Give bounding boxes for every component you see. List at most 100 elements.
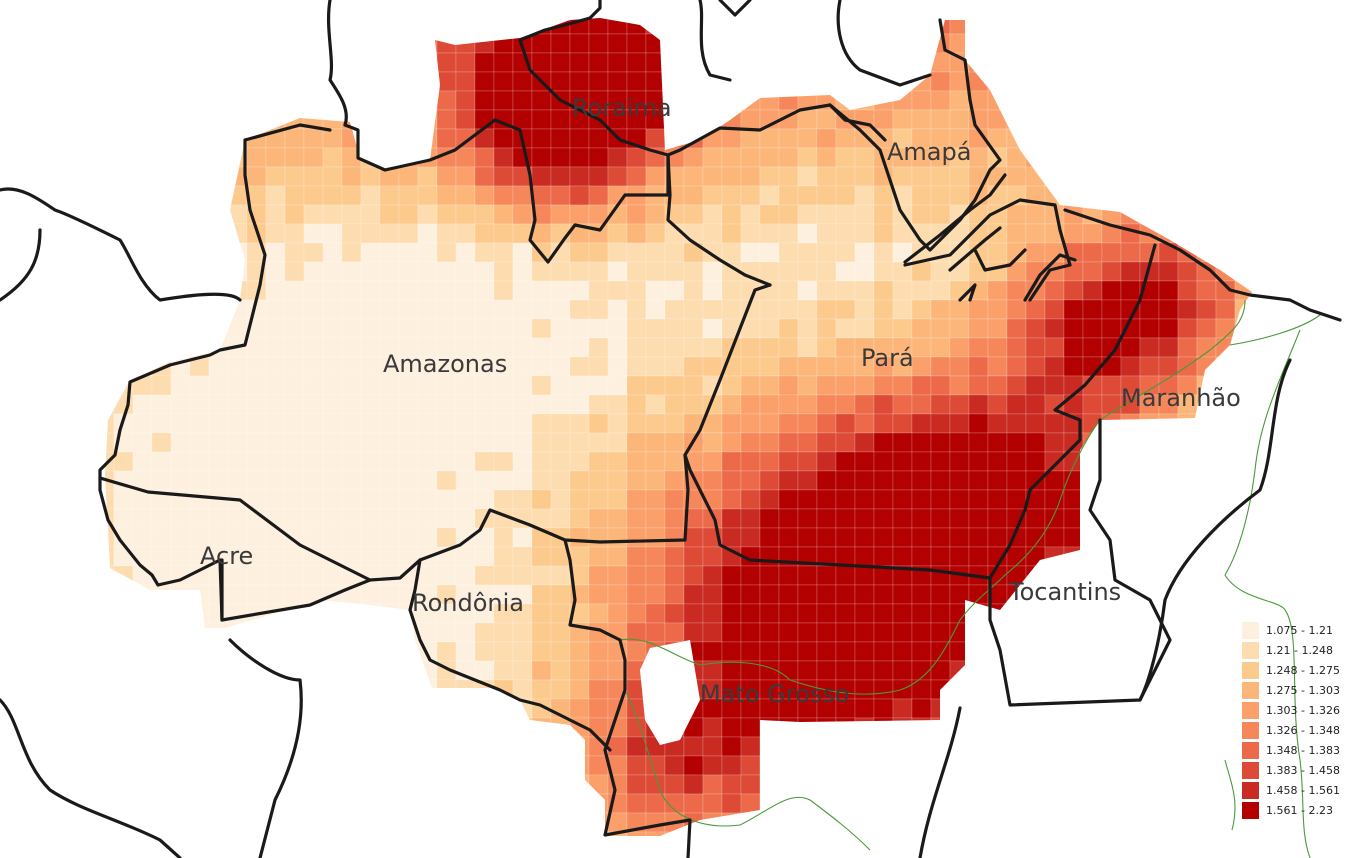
raster-cell [1158, 318, 1179, 339]
raster-cell [607, 242, 628, 263]
raster-cell [1234, 546, 1252, 567]
raster-cell [1120, 603, 1141, 624]
raster-cell [132, 337, 153, 358]
raster-cell [151, 33, 172, 54]
raster-cell [189, 774, 210, 795]
raster-cell [892, 508, 913, 529]
raster-cell [626, 52, 647, 73]
raster-cell [1063, 527, 1084, 548]
raster-cell [664, 242, 685, 263]
raster-cell [398, 280, 419, 301]
raster-cell [227, 774, 248, 795]
raster-cell [550, 584, 571, 605]
raster-cell [417, 33, 438, 54]
raster-cell [417, 109, 438, 130]
raster-cell [892, 717, 913, 738]
raster-cell [1177, 109, 1198, 130]
raster-cell [759, 831, 780, 836]
raster-cell [588, 793, 609, 814]
raster-cell [968, 394, 989, 415]
raster-cell [322, 793, 343, 814]
raster-cell [569, 394, 590, 415]
raster-cell [740, 90, 761, 111]
legend-row: 1.075 - 1.21 [1242, 620, 1354, 640]
raster-cell [645, 546, 666, 567]
raster-cell [379, 755, 400, 776]
raster-cell [645, 33, 666, 54]
raster-cell [455, 261, 476, 282]
raster-cell [1101, 432, 1122, 453]
raster-cell [1215, 185, 1236, 206]
raster-cell [436, 812, 457, 833]
raster-cell [1139, 337, 1160, 358]
raster-cell [835, 546, 856, 567]
raster-cell [759, 33, 780, 54]
raster-cell [550, 299, 571, 320]
raster-cell [227, 261, 248, 282]
raster-cell [645, 375, 666, 396]
raster-cell [721, 584, 742, 605]
raster-cell [379, 318, 400, 339]
raster-cell [1215, 299, 1236, 320]
raster-cell [835, 204, 856, 225]
raster-cell [132, 584, 153, 605]
raster-cell [474, 33, 495, 54]
raster-cell [132, 660, 153, 681]
raster-cell [607, 432, 628, 453]
raster-cell [1044, 166, 1065, 187]
raster-cell [645, 584, 666, 605]
raster-cell [1101, 717, 1122, 738]
raster-cell [835, 375, 856, 396]
raster-cell [1006, 356, 1027, 377]
raster-cell [550, 622, 571, 643]
raster-cell [512, 755, 533, 776]
raster-cell [759, 413, 780, 434]
raster-cell [265, 337, 286, 358]
raster-cell [702, 736, 723, 757]
raster-cell [797, 432, 818, 453]
raster-cell [113, 71, 134, 92]
raster-cell [105, 52, 115, 73]
raster-cell [607, 375, 628, 396]
raster-cell [1158, 261, 1179, 282]
raster-cell [341, 394, 362, 415]
raster-cell [303, 204, 324, 225]
raster-cell [303, 793, 324, 814]
raster-cell [170, 375, 191, 396]
raster-cell [930, 527, 951, 548]
raster-cell [132, 413, 153, 434]
raster-cell [105, 375, 115, 396]
raster-cell [1215, 546, 1236, 567]
raster-cell [1158, 717, 1179, 738]
raster-cell [911, 774, 932, 795]
raster-cell [531, 489, 552, 510]
raster-cell [341, 603, 362, 624]
raster-cell [550, 660, 571, 681]
raster-cell [113, 755, 134, 776]
raster-cell [1196, 451, 1217, 472]
raster-cell [683, 641, 704, 662]
raster-cell [265, 52, 286, 73]
raster-cell [759, 18, 780, 35]
raster-cell [512, 394, 533, 415]
raster-cell [778, 736, 799, 757]
raster-cell [284, 584, 305, 605]
raster-cell [493, 261, 514, 282]
raster-cell [151, 755, 172, 776]
raster-cell [892, 698, 913, 719]
raster-cell [208, 584, 229, 605]
raster-cell [1120, 508, 1141, 529]
raster-cell [360, 508, 381, 529]
raster-cell [1234, 90, 1252, 111]
raster-cell [949, 33, 970, 54]
raster-cell [968, 375, 989, 396]
raster-cell [1139, 166, 1160, 187]
raster-cell [1025, 18, 1046, 35]
raster-cell [664, 527, 685, 548]
raster-cell [569, 641, 590, 662]
raster-cell [683, 52, 704, 73]
raster-cell [455, 147, 476, 168]
raster-cell [778, 337, 799, 358]
raster-cell [721, 109, 742, 130]
raster-cell [664, 33, 685, 54]
